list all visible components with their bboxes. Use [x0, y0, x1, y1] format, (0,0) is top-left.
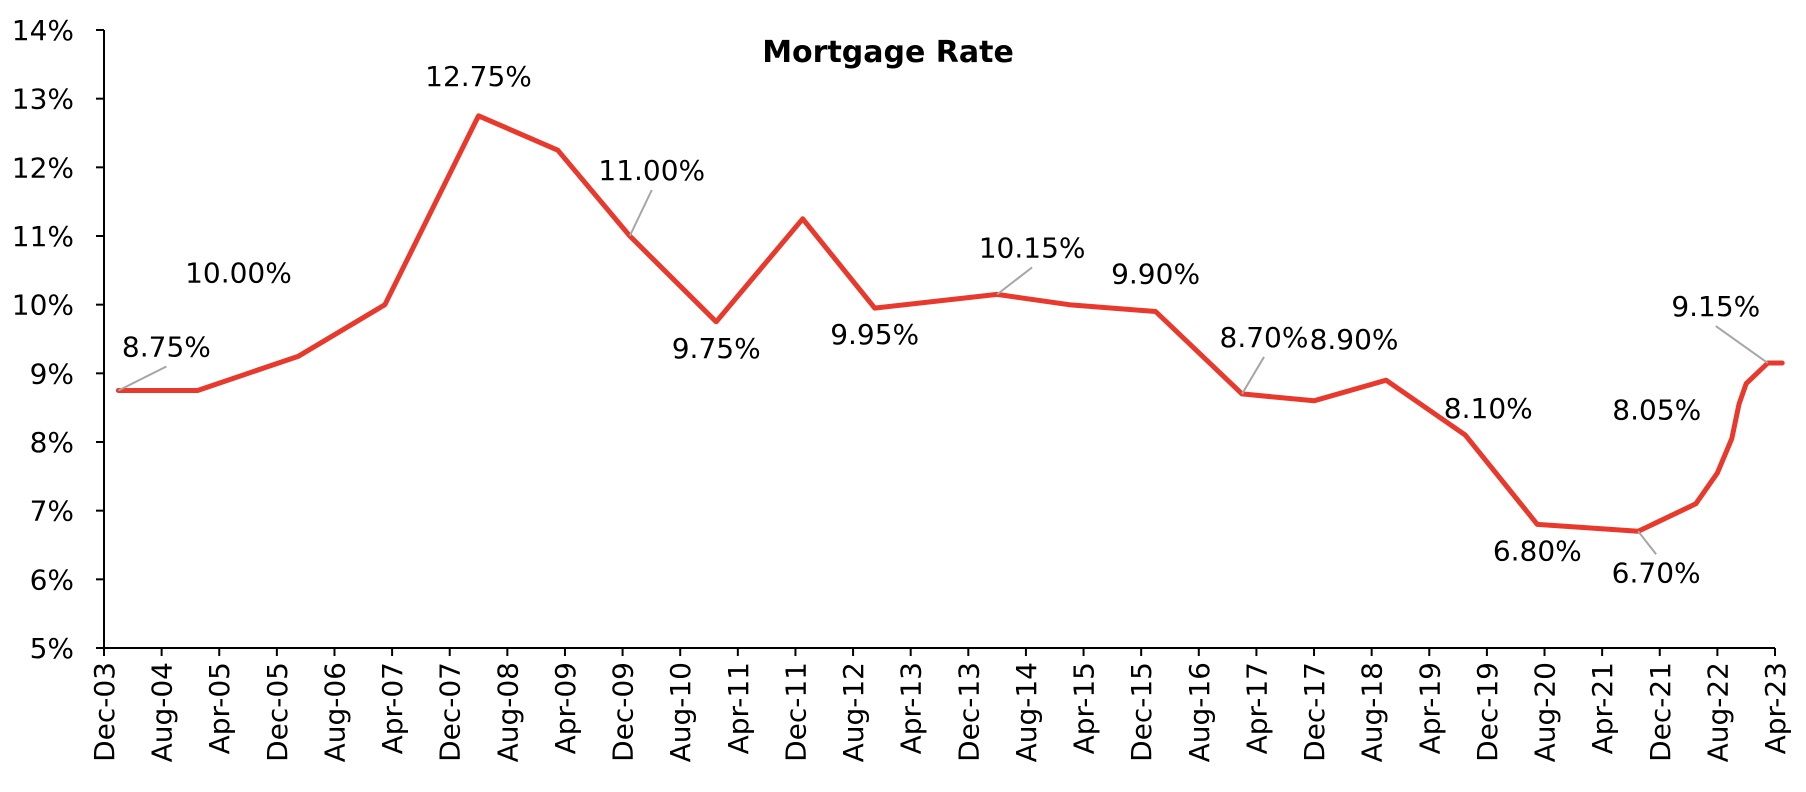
- data-label: 6.80%: [1493, 534, 1582, 567]
- x-tick-label: Aug-08: [491, 662, 524, 762]
- y-tick-label: 9%: [30, 357, 74, 390]
- data-label-leader: [1241, 356, 1265, 395]
- data-label: 9.95%: [830, 318, 919, 351]
- x-tick-label: Apr-15: [1068, 662, 1101, 754]
- x-axis: Dec-03 Aug-04 Apr-05 Dec-05 Aug-06 Apr-07 Dec-…: [88, 647, 1792, 762]
- x-tick-label: Dec-11: [779, 662, 812, 762]
- data-label: 8.90%: [1310, 323, 1399, 356]
- data-label: 8.05%: [1612, 394, 1701, 427]
- data-label: 9.75%: [672, 332, 761, 365]
- x-tick-label: Apr-13: [895, 662, 928, 754]
- data-label: 9.15%: [1671, 290, 1760, 323]
- data-label: 8.10%: [1444, 392, 1533, 425]
- y-axis: 5% 6% 7% 8% 9% 10% 11% 12% 13% 14%: [12, 14, 105, 665]
- data-label: 10.15%: [979, 231, 1086, 264]
- x-tick-label: Apr-07: [376, 662, 409, 754]
- y-tick-label: 6%: [30, 563, 74, 596]
- y-tick-label: 10%: [12, 289, 74, 322]
- x-tick-label: Dec-07: [434, 662, 467, 762]
- x-tick-label: Aug-20: [1529, 662, 1562, 762]
- x-tick-label: Apr-09: [549, 662, 582, 754]
- x-tick-label: Dec-13: [952, 662, 985, 762]
- data-label: 9.90%: [1111, 258, 1200, 291]
- data-label: 11.00%: [598, 154, 705, 187]
- data-label-leader: [996, 266, 1033, 296]
- x-tick-label: Apr-11: [722, 662, 755, 754]
- data-label-leader: [1715, 325, 1769, 364]
- data-label-leader: [117, 365, 167, 392]
- x-tick-label: Apr-23: [1759, 662, 1792, 754]
- chart-title: Mortgage Rate: [762, 35, 1014, 70]
- data-label: 8.70%: [1220, 321, 1309, 354]
- series-line: [115, 113, 1785, 534]
- x-tick-label: Dec-09: [607, 662, 640, 762]
- x-tick-label: Apr-05: [203, 662, 236, 754]
- y-tick-label: 11%: [12, 220, 74, 253]
- data-label-leader: [628, 189, 653, 237]
- data-label-leader: [1637, 530, 1657, 555]
- x-tick-label: Apr-17: [1240, 662, 1273, 754]
- x-tick-label: Dec-21: [1644, 662, 1677, 762]
- y-tick-label: 14%: [12, 14, 74, 47]
- data-label: 12.75%: [425, 60, 532, 93]
- x-tick-label: Aug-18: [1356, 662, 1389, 762]
- x-tick-label: Aug-12: [837, 662, 870, 762]
- x-tick-label: Apr-21: [1586, 662, 1619, 754]
- y-tick-label: 5%: [30, 632, 74, 665]
- x-tick-label: Aug-16: [1183, 662, 1216, 762]
- x-tick-label: Dec-05: [261, 662, 294, 762]
- x-tick-label: Dec-03: [88, 662, 121, 762]
- x-tick-label: Aug-22: [1701, 662, 1734, 762]
- y-tick-label: 8%: [30, 426, 74, 459]
- x-tick-label: Aug-10: [664, 662, 697, 762]
- x-tick-label: Aug-04: [146, 662, 179, 762]
- x-tick-label: Dec-17: [1298, 662, 1331, 762]
- y-tick-label: 12%: [12, 151, 74, 184]
- x-tick-label: Apr-19: [1413, 662, 1446, 754]
- x-tick-label: Aug-06: [318, 662, 351, 762]
- data-label: 10.00%: [185, 257, 292, 290]
- x-tick-label: Aug-14: [1010, 662, 1043, 762]
- series-group: [115, 113, 1785, 534]
- y-tick-label: 13%: [12, 83, 74, 116]
- x-tick-label: Dec-15: [1125, 662, 1158, 762]
- y-tick-label: 7%: [30, 495, 74, 528]
- data-label: 8.75%: [122, 331, 211, 364]
- x-tick-label: Dec-19: [1471, 662, 1504, 762]
- data-labels: 8.75% 10.00% 12.75% 11.00% 9.75% 9.95% 10.15% 9…: [117, 60, 1769, 589]
- data-label: 6.70%: [1612, 556, 1701, 589]
